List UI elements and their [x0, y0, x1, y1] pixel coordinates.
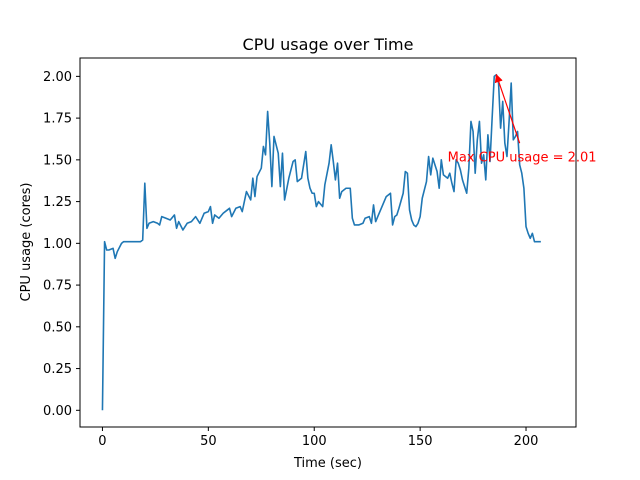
- y-axis-label: CPU usage (cores): [19, 183, 34, 302]
- axis-ticks: 0 50 100 150 200 0.00 0.25 0.50 0.75 1.00 1.25 1.50…: [43, 70, 538, 449]
- x-tick-label: 50: [200, 434, 217, 449]
- y-tick-label: 0.25: [43, 362, 72, 377]
- chart-title: CPU usage over Time: [243, 35, 414, 54]
- y-tick-label: 1.50: [43, 153, 72, 168]
- x-tick-label: 200: [514, 434, 539, 449]
- y-tick-label: 0.75: [43, 279, 72, 294]
- y-tick-label: 0.00: [43, 404, 72, 419]
- x-tick-label: 100: [302, 434, 327, 449]
- y-tick-label: 1.25: [43, 195, 72, 210]
- y-tick-label: 1.75: [43, 112, 72, 127]
- y-tick-label: 2.00: [43, 70, 72, 85]
- max-annotation-arrow: [494, 73, 521, 144]
- x-axis-label: Time (sec): [293, 456, 362, 471]
- y-tick-label: 1.00: [43, 237, 72, 252]
- y-tick-label: 0.50: [43, 320, 72, 335]
- cpu-usage-series-line: [101, 73, 541, 411]
- x-tick-label: 0: [98, 434, 106, 449]
- x-tick-label: 150: [408, 434, 433, 449]
- max-annotation-label: Max CPU usage = 2.01: [448, 151, 597, 166]
- annotation-layer: Max CPU usage = 2.01: [448, 73, 597, 166]
- plot-frame: [79, 57, 577, 428]
- series-layer: [101, 73, 541, 411]
